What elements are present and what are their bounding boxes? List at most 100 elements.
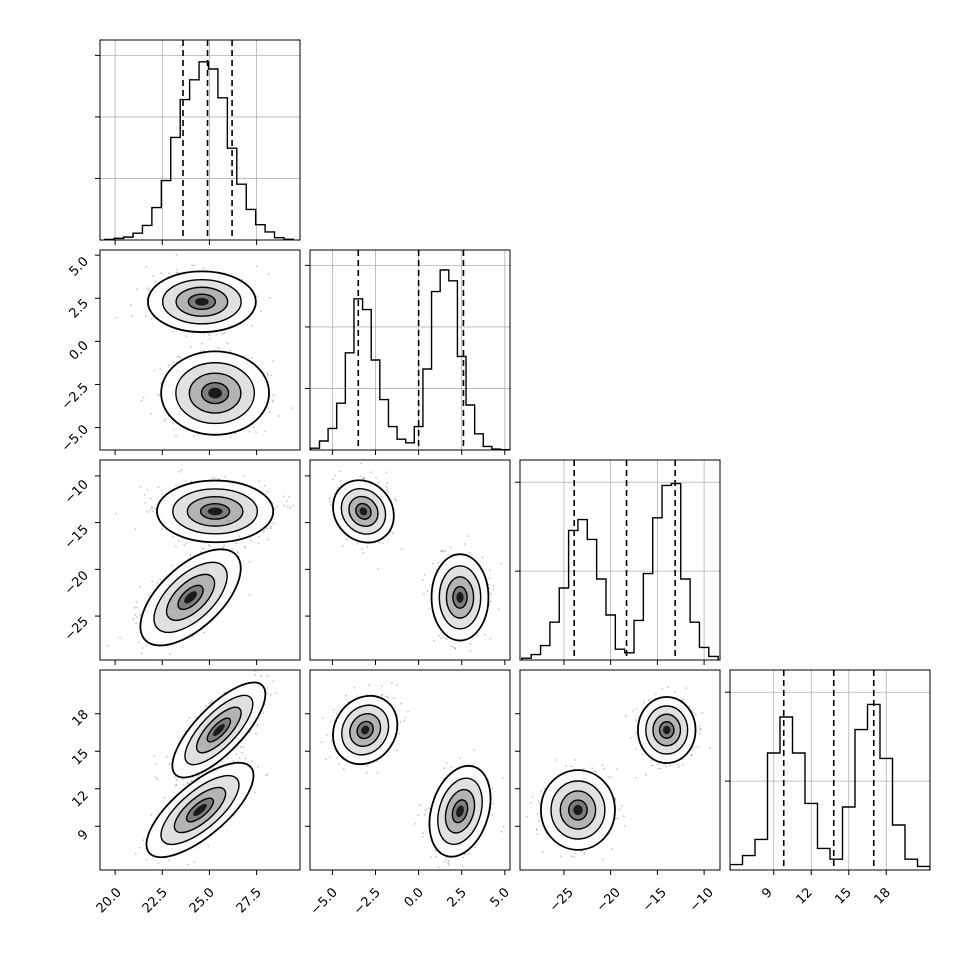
- contour-pair-p1-p3-0-3: [199, 502, 231, 520]
- scatter-point-pair-p1-p3-0-517: [267, 538, 269, 541]
- contour-pair-p2-p3-1-2: [445, 576, 475, 619]
- scatter-point-pair-p1-p2-0-184: [175, 271, 178, 274]
- scatter-point-pair-p1-p3-1-427: [223, 544, 225, 547]
- panel-content-pair-p1-p4: [134, 670, 277, 866]
- scatter-point-pair-p2-p3-1-116: [433, 639, 435, 642]
- scatter-point-pair-p2-p4-0-434: [330, 740, 333, 743]
- scatter-point-pair-p1-p2-1-139: [209, 338, 212, 340]
- scatter-point-pair-p1-p4-1-52: [257, 766, 259, 768]
- scatter-point-pair-p2-p3-1-189: [449, 546, 452, 548]
- scatter-point-pair-p2-p3-1-231: [450, 645, 453, 647]
- scatter-point-pair-p2-p4-0-95: [404, 716, 407, 719]
- scatter-point-pair-p2-p3-1-423: [481, 556, 484, 559]
- scatter-point-pair-p1-p4-0-20: [209, 701, 212, 704]
- scatter-point-pair-p1-p3-0-241: [257, 542, 260, 545]
- scatter-point-pair-p1-p4-0-301: [256, 723, 259, 726]
- contour-pair-p2-p3-1-1: [438, 565, 482, 630]
- scatter-point-pair-p1-p2-1-505: [201, 342, 204, 345]
- scatter-point-pair-p1-p3-1-348: [181, 646, 184, 648]
- scatter-point-pair-p1-p3-0-399: [262, 530, 265, 533]
- scatter-point-pair-p1-p4-0-187: [153, 754, 156, 757]
- scatter-point-pair-p2-p3-0-391: [385, 486, 388, 488]
- scatter-point-pair-p1-p4-0-39: [255, 732, 258, 735]
- scatter-point-pair-p2-p3-1-38: [492, 584, 495, 587]
- scatter-point-pair-p1-p3-1-385: [135, 601, 138, 603]
- scatter-point-pair-p1-p2-0-497: [160, 272, 163, 275]
- scatter-point-pair-p2-p4-0-115: [329, 720, 332, 723]
- panel-frame-hist-p3: [519, 459, 721, 661]
- scatter-point-pair-p1-p4-1-155: [196, 772, 199, 775]
- hist-step-line-hist-p3: [521, 482, 719, 660]
- scatter-point-pair-p1-p3-0-46: [283, 495, 285, 498]
- scatter-point-pair-p2-p3-1-474: [423, 593, 425, 595]
- scatter-point-pair-p1-p2-1-41: [229, 349, 231, 352]
- scatter-point-pair-p1-p3-1-217: [135, 606, 138, 609]
- scatter-point-pair-p1-p2-1-458: [278, 415, 281, 417]
- panel-content-pair-p1-p3: [106, 469, 295, 660]
- scatter-point-pair-p1-p4-0-293: [242, 745, 245, 748]
- scatter-point-pair-p1-p4-1-64: [157, 862, 160, 865]
- scatter-point-pair-p1-p2-0-367: [190, 346, 193, 348]
- scatter-point-pair-p1-p4-0-425: [226, 757, 229, 760]
- contour-pair-p2-p4-0-2: [349, 713, 382, 747]
- scatter-point-pair-p2-p3-1-240: [437, 561, 440, 564]
- scatter-point-pair-p1-p3-0-453: [266, 527, 269, 530]
- scatter-point-pair-p1-p2-1-461: [140, 399, 143, 402]
- scatter-point-pair-p1-p3-0-439: [146, 489, 149, 491]
- scatter-point-pair-p1-p2-1-18: [291, 407, 294, 410]
- scatter-point-pair-p1-p3-0-235: [144, 502, 147, 504]
- scatter-point-pair-p2-p3-1-429: [452, 646, 455, 649]
- scatter-point-pair-p2-p4-0-346: [326, 734, 328, 736]
- scatter-point-pair-p2-p3-0-321: [363, 477, 366, 480]
- scatter-point-pair-p2-p4-0-104: [366, 764, 369, 767]
- scatter-point-pair-p1-p3-0-434: [217, 477, 220, 480]
- contour-pair-p1-p4-0-1: [184, 694, 254, 766]
- panel-hist-p4: [725, 669, 931, 875]
- scatter-point-pair-p1-p4-1-141: [197, 774, 200, 777]
- scatter-point-pair-p1-p2-1-198: [150, 412, 152, 415]
- density-core-pair-p2-p3-1: [456, 591, 464, 603]
- scatter-point-pair-p1-p2-0-285: [191, 264, 194, 267]
- panel-frame-pair-p1-p4: [99, 669, 301, 871]
- contour-pair-p1-p2-1-1: [175, 362, 256, 425]
- scatter-point-pair-p1-p2-1-333: [234, 432, 237, 435]
- scatter-point-pair-p1-p3-1-394: [134, 613, 137, 616]
- panel-content-hist-p1: [100, 40, 300, 240]
- scatter-point-pair-p1-p3-0-166: [285, 500, 288, 503]
- contour-pair-p1-p2-1-3: [200, 381, 230, 405]
- scatter-point-pair-p1-p2-0-18: [193, 264, 196, 267]
- scatter-point-pair-p1-p2-1-194: [167, 364, 170, 367]
- scatter-point-pair-p1-p3-0-60: [190, 480, 193, 483]
- scatter-point-pair-p2-p3-0-343: [390, 530, 393, 533]
- scatter-point-pair-p2-p3-1-199: [469, 649, 472, 652]
- scatter-point-pair-p1-p2-0-451: [260, 310, 262, 312]
- scatter-point-pair-p1-p3-0-379: [134, 528, 137, 531]
- scatter-point-pair-p1-p2-0-262: [175, 254, 178, 256]
- scatter-point-pair-p1-p4-0-455: [270, 693, 272, 696]
- panel-pair-p1-p3: [95, 459, 301, 665]
- panel-frame-pair-p1-p2: [99, 249, 301, 451]
- scatter-point-pair-p1-p4-0-381: [166, 755, 168, 758]
- scatter-point-pair-p1-p4-1-238: [181, 778, 184, 781]
- scatter-point-pair-p1-p3-1-425: [189, 553, 192, 556]
- scatter-point-pair-p1-p2-0-289: [177, 271, 180, 274]
- scatter-point-pair-p2-p3-0-366: [333, 474, 336, 477]
- scatter-point-pair-p1-p3-0-21: [177, 539, 180, 542]
- scatter-point-pair-p1-p3-0-253: [237, 551, 239, 554]
- scatter-point-pair-p1-p3-1-79: [135, 622, 138, 624]
- contour-pair-p1-p4-1-2: [173, 786, 227, 834]
- scatter-point-pair-p1-p4-1-457: [190, 780, 193, 782]
- scatter-point-pair-p2-p3-0-118: [385, 471, 388, 474]
- scatter-point-pair-p2-p3-1-84: [440, 637, 442, 640]
- contour-pair-p2-p3-0-1: [340, 488, 387, 535]
- scatter-point-pair-p2-p3-1-293: [442, 636, 445, 638]
- contour-pair-p1-p2-0-0: [147, 270, 257, 333]
- scatter-point-pair-p1-p4-0-400: [210, 699, 213, 702]
- scatter-point-pair-p1-p2-1-188: [153, 369, 156, 372]
- scatter-point-pair-p1-p3-1-413: [119, 636, 121, 639]
- density-core-pair-p1-p2-0: [195, 297, 209, 306]
- scatter-point-pair-p1-p4-0-15: [175, 783, 178, 786]
- scatter-point-pair-p1-p3-0-480: [288, 496, 290, 498]
- scatter-point-pair-p1-p2-1-241: [253, 426, 256, 429]
- scatter-point-pair-p1-p3-1-237: [136, 616, 138, 619]
